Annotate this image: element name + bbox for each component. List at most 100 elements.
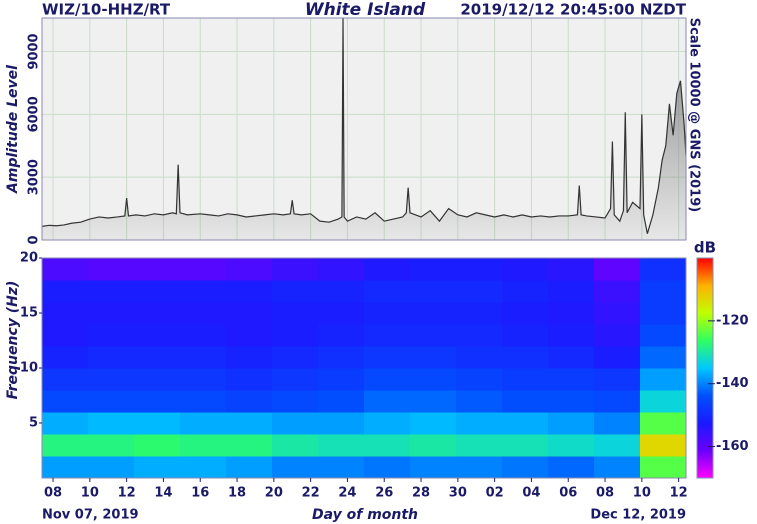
- spectrogram-cell: [640, 434, 687, 457]
- spectrogram-cell: [364, 258, 411, 281]
- spectrogram-cell: [640, 368, 687, 391]
- spectrogram-cell: [364, 434, 411, 457]
- spectrogram-cell: [88, 346, 135, 369]
- spectrogram-cell: [42, 258, 89, 281]
- spectrogram-cell: [42, 434, 89, 457]
- spectrogram-cell: [318, 302, 365, 325]
- spectrogram-cell: [364, 324, 411, 347]
- colorbar-tick-label: -120: [716, 313, 749, 328]
- spectrogram-cell: [640, 258, 687, 281]
- spectrogram-cell: [410, 302, 457, 325]
- y-tick-label: 3000: [27, 159, 42, 195]
- spectrogram-cell: [134, 324, 181, 347]
- spectrogram-cell: [548, 346, 595, 369]
- spectrogram-cell: [548, 258, 595, 281]
- x-tick-label: 08: [596, 486, 614, 501]
- spectrogram-cell: [594, 324, 641, 347]
- spectrogram-cell: [640, 302, 687, 325]
- scale-label: Scale 10000 @ GNS (2019): [687, 18, 702, 212]
- spectrogram-cell: [456, 346, 503, 369]
- spectrogram-cell: [502, 390, 549, 413]
- spectrogram-cell: [594, 346, 641, 369]
- spectrogram-cell: [502, 324, 549, 347]
- spectrogram-cell: [502, 412, 549, 435]
- spectrogram-cell: [640, 324, 687, 347]
- spectrogram-cell: [88, 456, 135, 479]
- x-tick-label: 02: [486, 486, 504, 501]
- spectrogram-cell: [226, 456, 273, 479]
- x-tick-label: 06: [559, 486, 577, 501]
- spectrogram-cell: [42, 280, 89, 303]
- spectrogram-cell: [318, 390, 365, 413]
- spectrogram-cell: [594, 258, 641, 281]
- spectrogram-cell: [180, 324, 227, 347]
- spectrogram-cell: [226, 302, 273, 325]
- spectrogram-cell: [502, 346, 549, 369]
- spectrogram-cell: [594, 302, 641, 325]
- spectrogram-cell: [456, 258, 503, 281]
- plot-frame: [41, 17, 687, 241]
- spectrogram-cell: [180, 302, 227, 325]
- spectrogram-cell: [180, 346, 227, 369]
- x-tick-label: 12: [118, 486, 136, 501]
- spectrogram-cell: [180, 258, 227, 281]
- spectrogram-cell: [272, 346, 319, 369]
- spectrogram-cell: [410, 456, 457, 479]
- spectrogram-cell: [180, 434, 227, 457]
- spectrogram-cell: [88, 434, 135, 457]
- spectrogram-cell: [272, 368, 319, 391]
- x-tick-label: 04: [522, 486, 540, 501]
- spectrogram-cell: [226, 346, 273, 369]
- spectrogram-cell: [410, 390, 457, 413]
- y-tick-label: 0: [27, 235, 42, 244]
- spectrogram-cell: [88, 280, 135, 303]
- spectrogram-cell: [318, 368, 365, 391]
- spectrogram-cell: [548, 434, 595, 457]
- spectrogram-cell: [364, 280, 411, 303]
- spectrogram-cell: [502, 456, 549, 479]
- spectrogram-cell: [272, 434, 319, 457]
- spectrogram-cell: [456, 302, 503, 325]
- y-axis-label: Frequency (Hz): [5, 281, 21, 400]
- spectrogram-cell: [502, 258, 549, 281]
- spectrogram-cell: [272, 258, 319, 281]
- spectrogram-cell: [364, 302, 411, 325]
- spectrogram-cell: [594, 390, 641, 413]
- end-date: Dec 12, 2019: [590, 508, 686, 523]
- spectrogram-cell: [88, 258, 135, 281]
- spectrogram-cell: [318, 412, 365, 435]
- spectrogram-cell: [226, 258, 273, 281]
- spectrogram-cell: [88, 412, 135, 435]
- spectrogram-cell: [134, 412, 181, 435]
- spectrogram-cell: [410, 258, 457, 281]
- chart-title: White Island: [305, 0, 426, 20]
- colorbar-label: dB: [694, 239, 716, 257]
- spectrogram-cell: [502, 434, 549, 457]
- y-tick-label: 15: [20, 306, 38, 321]
- spectrogram-cell: [456, 324, 503, 347]
- spectrogram-cell: [134, 280, 181, 303]
- spectrogram-cell: [456, 434, 503, 457]
- spectrogram-cell: [548, 280, 595, 303]
- colorbar: [696, 257, 714, 479]
- spectrogram-cell: [134, 390, 181, 413]
- x-axis-label: Day of month: [312, 507, 418, 523]
- spectrogram-cell: [456, 368, 503, 391]
- spectrogram-cell: [456, 280, 503, 303]
- x-tick-label: 30: [449, 486, 467, 501]
- spectrogram-cell: [318, 346, 365, 369]
- y-tick-label: 6000: [27, 96, 42, 132]
- spectrogram-cell: [180, 280, 227, 303]
- start-date: Nov 07, 2019: [42, 508, 139, 523]
- spectrogram-cell: [594, 368, 641, 391]
- y-tick-label: 9000: [27, 33, 42, 69]
- spectrogram-cell: [88, 368, 135, 391]
- spectrogram-cell: [548, 368, 595, 391]
- spectrogram-cell: [226, 368, 273, 391]
- spectrogram-cell: [640, 456, 687, 479]
- spectrogram-cell: [272, 280, 319, 303]
- spectrogram-cell: [640, 280, 687, 303]
- spectrogram-cell: [88, 302, 135, 325]
- spectrogram-cell: [594, 280, 641, 303]
